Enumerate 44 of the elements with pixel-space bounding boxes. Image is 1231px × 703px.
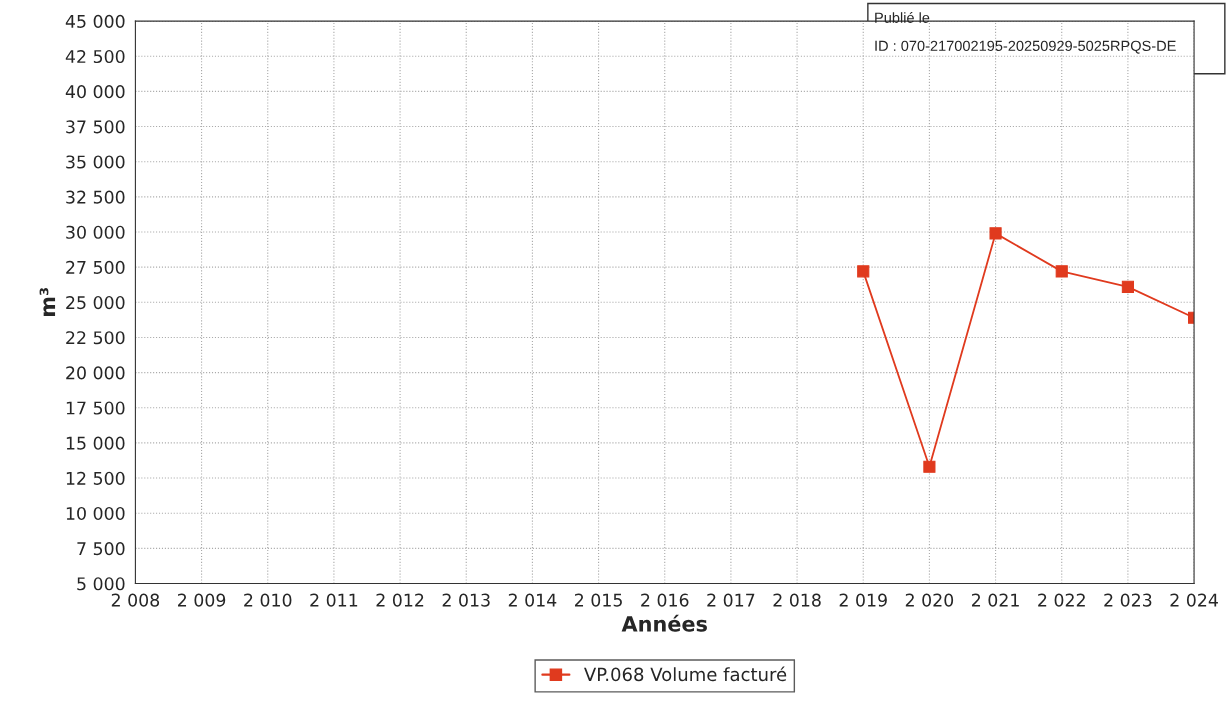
x-tick-label: 2 016: [641, 593, 689, 607]
x-tick-label: 2 017: [707, 593, 755, 607]
y-tick-label: 17 500: [66, 401, 125, 415]
legend-label: VP.068 Volume facturé: [584, 666, 787, 682]
y-tick-label: 40 000: [65, 85, 125, 99]
x-tick-label: 2 013: [442, 593, 490, 607]
annotation: ID : 070-217002195-20250929-5025RPQS-DE: [875, 40, 1176, 54]
y-tick-label: 25 000: [66, 296, 125, 310]
x-tick-label: 2 014: [508, 593, 557, 607]
y-tick-label: 35 000: [66, 155, 125, 169]
x-tick-label: 2 023: [1104, 593, 1152, 607]
y-tick-label: 20 000: [66, 366, 125, 380]
y-tick-label: 45 000: [65, 14, 125, 28]
y-tick-label: 30 000: [66, 225, 125, 239]
y-tick-label: 7 500: [77, 542, 125, 556]
x-tick-label: 2 019: [839, 593, 887, 607]
point: [989, 227, 1002, 240]
x-tick-label: 2 008: [111, 593, 160, 607]
x-tick-label: 2 021: [971, 593, 1019, 607]
y-tick-label: 12 500: [66, 471, 125, 485]
point: [1121, 280, 1134, 293]
y-tick-label: 27 500: [66, 260, 125, 274]
y-tick-label: 22 500: [66, 331, 125, 345]
y-axis-title: m³: [39, 288, 56, 316]
y-tick-label: 5 000: [77, 577, 125, 591]
x-tick-label: 2 009: [178, 593, 226, 607]
y-tick-label: 37 500: [66, 120, 125, 134]
point: [1055, 265, 1068, 278]
y-tick-label: 15 000: [66, 436, 125, 450]
x-tick-label: 2 020: [905, 593, 954, 607]
x-tick-label: 2 015: [575, 593, 622, 607]
x-tick-label: 2 022: [1038, 593, 1085, 607]
y-tick-label: 10 000: [66, 506, 125, 521]
point: [857, 265, 870, 278]
x-tick-label: 2 011: [310, 593, 358, 607]
x-tick-label: 2 018: [773, 593, 821, 607]
point: [923, 460, 936, 473]
x-axis-title: Années: [621, 614, 707, 632]
x-tick-label: 2 012: [376, 593, 424, 607]
annotation: Publié le: [875, 12, 930, 23]
y-tick-label: 42 500: [65, 49, 125, 64]
y-tick-label: 32 500: [66, 190, 125, 204]
x-tick-label: 2 010: [244, 593, 292, 607]
x-tick-label: 2 024: [1170, 593, 1218, 607]
